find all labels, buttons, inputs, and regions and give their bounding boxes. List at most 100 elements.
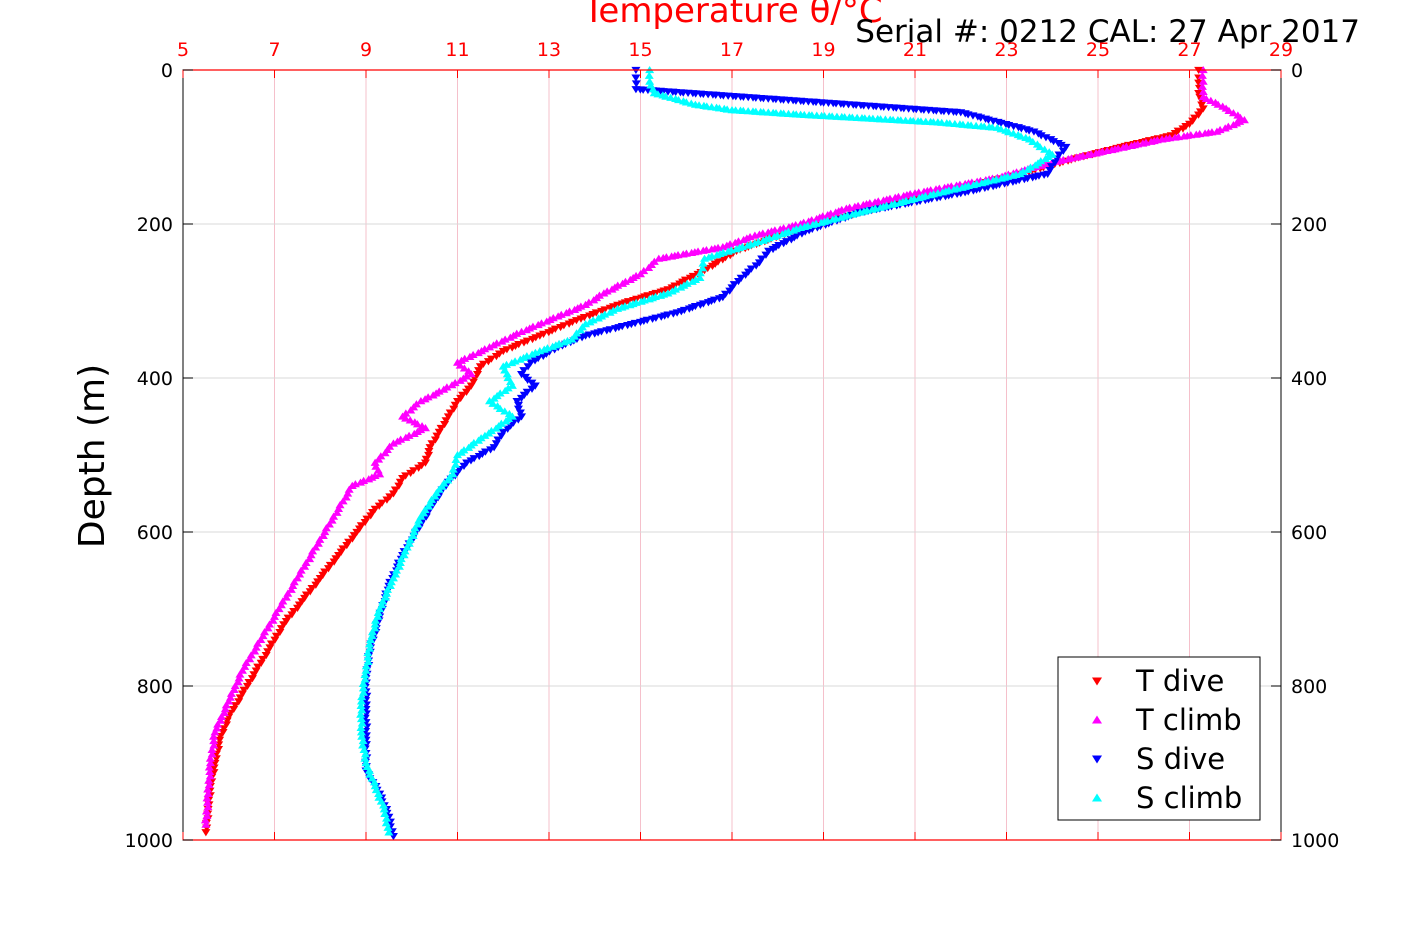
data-point — [764, 247, 774, 255]
data-point — [263, 624, 273, 632]
data-point — [430, 436, 440, 444]
data-point — [382, 496, 392, 504]
data-point — [831, 208, 841, 216]
y-tick-label-left: 0 — [161, 60, 173, 82]
data-point — [1050, 159, 1060, 167]
data-point — [360, 670, 370, 679]
data-point — [1035, 142, 1045, 151]
data-point — [656, 291, 666, 299]
data-point — [648, 85, 658, 93]
data-point — [1029, 128, 1039, 136]
data-point — [1198, 77, 1208, 85]
data-point — [1030, 161, 1040, 169]
data-point — [263, 648, 273, 656]
data-point — [449, 405, 459, 413]
data-point — [367, 628, 377, 636]
data-point — [685, 274, 695, 282]
data-point — [739, 235, 749, 244]
data-point — [533, 320, 543, 329]
data-point — [1191, 130, 1201, 138]
legend-label: T climb — [1135, 703, 1242, 737]
data-point — [380, 449, 390, 457]
data-point — [384, 828, 394, 836]
data-point — [466, 457, 476, 465]
data-point — [235, 694, 245, 702]
data-point — [363, 653, 373, 661]
data-point — [361, 666, 371, 674]
data-point — [731, 245, 741, 253]
data-point — [495, 404, 505, 412]
data-point — [1004, 128, 1014, 136]
data-point — [919, 187, 929, 195]
data-point — [271, 632, 281, 640]
data-point — [636, 270, 645, 278]
data-point — [988, 176, 998, 184]
series-s-climb — [356, 65, 1057, 836]
data-point — [265, 644, 275, 652]
data-point — [661, 92, 671, 100]
data-point — [276, 625, 286, 633]
data-point — [209, 736, 219, 745]
data-point — [356, 478, 366, 486]
data-point — [453, 397, 462, 406]
data-point — [395, 558, 405, 566]
data-point — [401, 433, 411, 441]
data-point — [581, 300, 591, 308]
data-point — [356, 723, 366, 731]
data-point — [421, 455, 431, 463]
data-point — [695, 269, 705, 277]
data-point — [209, 764, 219, 772]
data-point — [523, 363, 533, 371]
data-point — [1058, 147, 1068, 155]
data-point — [605, 308, 615, 316]
data-point — [205, 767, 215, 775]
data-point — [515, 409, 525, 417]
data-point — [375, 470, 385, 478]
data-point — [906, 195, 916, 204]
data-point — [234, 674, 244, 682]
data-point — [1198, 87, 1208, 95]
data-point — [1036, 132, 1046, 140]
data-point — [475, 363, 485, 371]
data-point — [698, 246, 708, 254]
data-point — [359, 745, 369, 753]
data-point — [405, 416, 415, 424]
data-point — [493, 436, 503, 444]
legend-marker — [1092, 677, 1102, 686]
data-point — [559, 338, 569, 346]
data-point — [501, 417, 511, 425]
data-point — [210, 728, 220, 736]
data-point — [1072, 153, 1082, 161]
data-point — [1061, 143, 1071, 152]
data-point — [396, 554, 406, 563]
data-point — [395, 478, 405, 486]
data-point — [698, 259, 708, 267]
data-point — [360, 754, 370, 762]
data-point — [440, 421, 450, 429]
y-tick-label-right: 800 — [1291, 676, 1327, 698]
data-point — [523, 376, 533, 384]
data-point — [401, 414, 411, 422]
data-point — [758, 236, 768, 244]
data-point — [687, 277, 697, 285]
data-point — [390, 486, 400, 494]
legend-label: T dive — [1135, 664, 1224, 698]
data-point — [483, 358, 493, 366]
data-point — [786, 236, 796, 244]
data-point — [357, 692, 367, 701]
data-point — [201, 829, 211, 837]
data-point — [1118, 143, 1128, 151]
y-tick-label-right: 1000 — [1291, 830, 1339, 852]
data-point — [1023, 165, 1033, 173]
data-point — [398, 474, 408, 483]
data-point — [361, 662, 371, 670]
data-point — [890, 193, 900, 201]
data-point — [1028, 137, 1038, 146]
data-point — [530, 357, 540, 365]
data-point — [599, 289, 609, 297]
x-tick-label: 7 — [268, 39, 280, 61]
data-point — [230, 681, 240, 690]
data-point — [925, 191, 935, 199]
data-point — [1179, 132, 1189, 140]
data-point — [383, 585, 393, 593]
